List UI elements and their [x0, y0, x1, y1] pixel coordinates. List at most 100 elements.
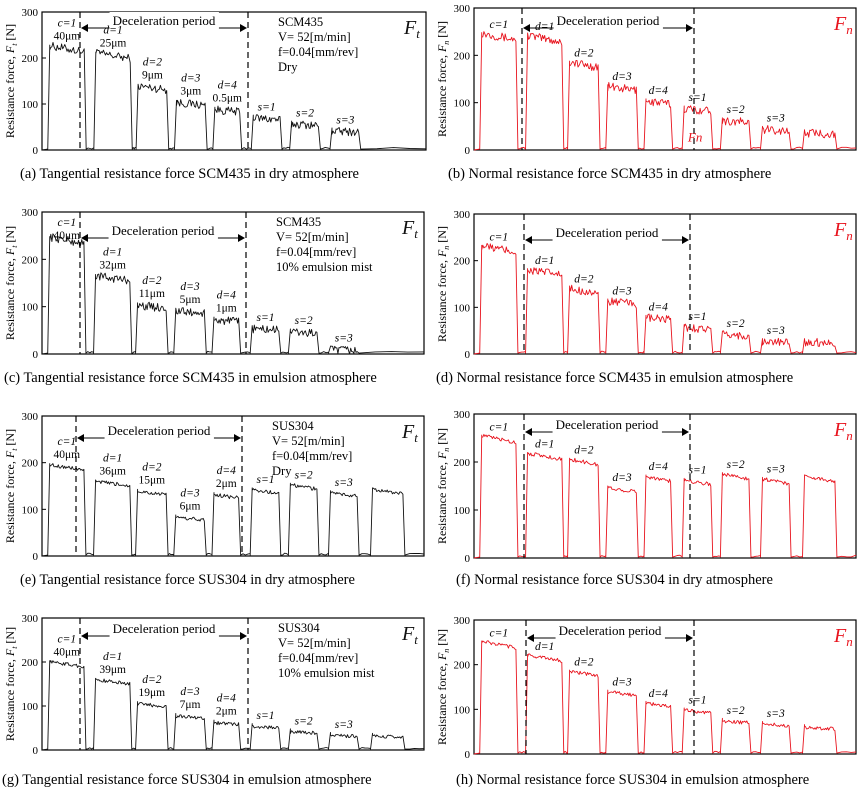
segment-label: d=3	[612, 472, 632, 484]
force-signal-line	[473, 433, 857, 559]
deceleration-period-label: Deceleration period	[556, 417, 659, 432]
segment-label: d=2	[142, 275, 162, 287]
segment-label: s=1	[688, 311, 706, 323]
chart-panel-c: 0 100 200 300 Resistance force, Ft [N] Decele…	[0, 200, 432, 398]
segment-depth-label: 6μm	[180, 500, 201, 512]
segment-label: s=1	[688, 695, 706, 707]
chart-panel-g: 0 100 200 300 Resistance force, Ft [N] Decele…	[0, 608, 432, 794]
segment-label: d=1	[103, 651, 122, 663]
segment-label: c=1	[58, 217, 77, 229]
y-tick-label: 100	[22, 701, 39, 713]
condition-text: f=0.04[mm/rev]	[278, 651, 358, 665]
force-signal-line	[41, 233, 425, 355]
force-component-label: Fn	[833, 625, 853, 649]
segment-label: s=2	[727, 705, 745, 717]
plot-frame	[473, 413, 857, 559]
segment-label: s=1	[256, 474, 274, 486]
segment-depth-label: 5μm	[180, 294, 201, 306]
segment-label: d=4	[217, 289, 237, 301]
y-tick-label: 200	[22, 657, 39, 669]
label-background	[555, 622, 665, 639]
chart-panel-h: 0 100 200 300 Resistance force, Fn [N] Decele…	[432, 608, 864, 794]
y-tick-label: 0	[33, 145, 39, 157]
plot-frame	[473, 7, 857, 151]
deceleration-period-label: Deceleration period	[556, 225, 659, 240]
label-background	[109, 620, 219, 637]
caption-c: (c) Tangential resistance force SCM435 i…	[4, 370, 377, 386]
y-tick-label: 300	[22, 613, 39, 625]
force-component-label: Fn	[833, 13, 853, 37]
deceleration-period-label: Deceleration period	[557, 13, 660, 28]
segment-label: s=3	[767, 464, 785, 476]
y-axis-label: Resistance force, Fn [N]	[435, 428, 451, 544]
label-background	[552, 416, 662, 433]
segment-label: c=1	[58, 18, 77, 30]
caption-a: (a) Tangential resistance force SCM435 i…	[20, 166, 359, 182]
segment-depth-label: 11μm	[139, 288, 165, 300]
arrow-head-right	[234, 434, 241, 442]
segment-label: d=1	[535, 439, 554, 451]
segment-depth-label: 2μm	[216, 478, 237, 490]
condition-text: 10% emulsion mist	[278, 666, 375, 680]
segment-label: d=3	[180, 686, 200, 698]
y-axis-label: Resistance force, Ft [N]	[3, 627, 19, 741]
condition-text: f=0.04[mm/rev]	[276, 245, 356, 259]
segment-depth-label: 15μm	[139, 475, 166, 487]
segment-label: d=2	[574, 657, 594, 669]
condition-text: 10% emulsion mist	[276, 260, 373, 274]
label-background	[553, 12, 663, 29]
segment-label: d=3	[612, 677, 632, 689]
force-signal-line	[473, 31, 857, 151]
chart-panel-b: 0 100 200 300 Resistance force, Fn [N] Decele…	[432, 0, 864, 198]
arrow-head-right	[240, 24, 247, 32]
caption-f: (f) Normal resistance force SUS304 in dr…	[456, 572, 773, 588]
caption-b: (b) Normal resistance force SCM435 in dr…	[448, 166, 772, 182]
force-signal-line	[473, 640, 857, 755]
segment-label: s=3	[335, 477, 353, 489]
y-tick-label: 200	[22, 53, 39, 65]
segment-label: s=2	[295, 715, 313, 727]
segment-depth-label: 40μm	[54, 31, 81, 43]
plot-frame	[41, 415, 425, 557]
condition-text: V= 52[m/min]	[276, 230, 349, 244]
segment-label: s=2	[727, 104, 745, 116]
y-axis-label: Resistance force, Ft [N]	[3, 429, 19, 543]
y-tick-label: 100	[22, 504, 39, 516]
arrow-head-right	[686, 24, 693, 32]
deceleration-period-label: Deceleration period	[113, 13, 216, 28]
y-tick-label: 100	[454, 302, 471, 314]
plot-frame	[473, 213, 857, 355]
arrow-head-left	[81, 234, 88, 242]
segment-label: c=1	[490, 232, 509, 244]
segment-label: d=1	[103, 452, 122, 464]
segment-label: d=2	[142, 674, 162, 686]
arrow-head-right	[686, 634, 693, 642]
plot-frame	[41, 11, 427, 151]
force-component-label: Ft	[401, 623, 418, 647]
arrow-head-right	[238, 234, 245, 242]
segment-label: s=3	[767, 708, 785, 720]
y-tick-label: 200	[454, 457, 471, 469]
deceleration-period-label: Deceleration period	[108, 423, 211, 438]
condition-text: Dry	[278, 60, 298, 74]
segment-label: d=3	[181, 73, 201, 85]
segment-label: s=1	[258, 101, 276, 113]
y-axis-label: Resistance force, Fn [N]	[435, 629, 451, 745]
segment-label: c=1	[490, 421, 509, 433]
segment-label: d=4	[218, 80, 238, 92]
condition-text: Dry	[272, 464, 292, 478]
segment-label: d=3	[180, 487, 200, 499]
arrow-head-left	[81, 24, 88, 32]
condition-text: SCM435	[278, 15, 323, 29]
y-tick-label: 100	[454, 505, 471, 517]
segment-depth-label: 40μm	[54, 646, 81, 658]
arrow-head-right	[682, 236, 689, 244]
inline-force-label: Fn	[687, 129, 702, 144]
arrow-head-right	[240, 632, 247, 640]
segment-label: d=4	[217, 465, 237, 477]
chart-panel-d: 0 100 200 300 Resistance force, Fn [N] Decele…	[432, 200, 864, 398]
y-tick-label: 300	[454, 209, 471, 221]
arrow-head-left	[81, 632, 88, 640]
condition-text: V= 52[m/min]	[278, 636, 351, 650]
